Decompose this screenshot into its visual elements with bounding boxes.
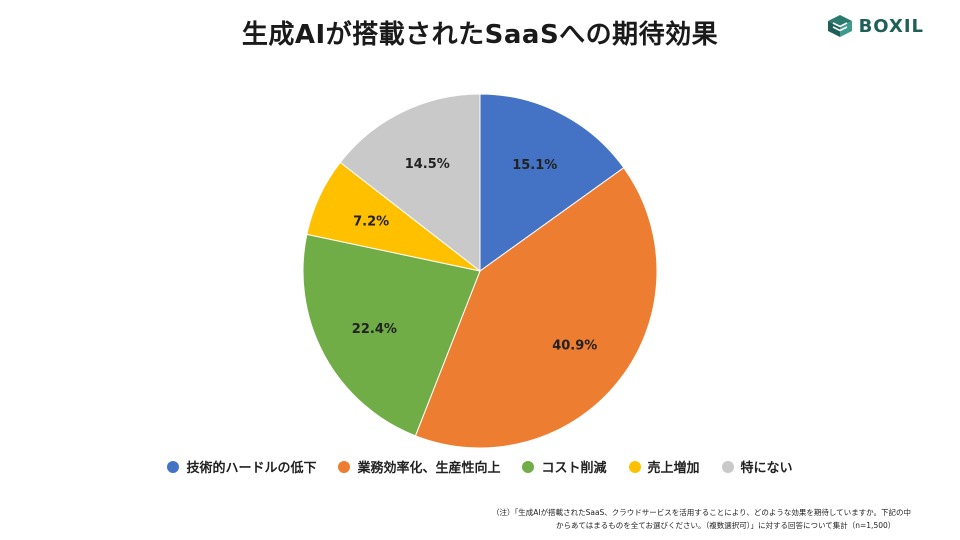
- data-label-2: 40.9%: [552, 339, 597, 354]
- legend-label: 技術的ハードルの低下: [186, 461, 317, 476]
- legend-label: コスト削減: [541, 461, 607, 476]
- legend-marker: [167, 460, 180, 473]
- legend-item-3: コスト削減: [522, 457, 607, 476]
- pie-slice-5: [339, 93, 481, 273]
- legend-label: 業務効率化、生産性向上: [357, 461, 501, 476]
- data-label-3: 22.4%: [352, 322, 397, 337]
- legend-item-5: 特にない: [721, 457, 793, 476]
- footnote-line-2: からあてはまるものを全てお選びください。（複数選択可）」に対する回答について集計…: [556, 521, 896, 530]
- legend-marker: [338, 460, 351, 473]
- footnote-line-1: （注）「生成AIが搭載されたSaaS、クラウドサービスを活用することにより、どの…: [492, 508, 911, 517]
- legend-label: 売上増加: [647, 461, 700, 476]
- brand-logo: BOXIL: [827, 14, 924, 38]
- data-label-4: 7.2%: [353, 214, 389, 229]
- pie-slice-3: [302, 233, 481, 437]
- legend-marker: [628, 460, 641, 473]
- legend-marker: [522, 460, 535, 473]
- legend-item-2: 業務効率化、生産性向上: [338, 457, 500, 476]
- data-label-1: 15.1%: [512, 158, 557, 173]
- logo-text: BOXIL: [858, 15, 924, 37]
- legend-item-4: 売上増加: [628, 457, 700, 476]
- pie-slice-1: [479, 93, 625, 272]
- legend-marker: [721, 460, 734, 473]
- footnote: （注）「生成AIが搭載されたSaaS、クラウドサービスを活用することにより、どの…: [492, 506, 912, 532]
- chart-legend: 技術的ハードルの低下 業務効率化、生産性向上 コスト削減 売上増加 特にない: [0, 457, 960, 476]
- pie-slice-2: [414, 167, 658, 449]
- boxil-cube-icon: [827, 15, 852, 37]
- data-label-5: 14.5%: [405, 157, 450, 172]
- chart-title: 生成AIが搭載されたSaaSへの期待効果: [241, 20, 719, 50]
- legend-label: 特にない: [740, 461, 793, 476]
- legend-item-1: 技術的ハードルの低下: [167, 457, 316, 476]
